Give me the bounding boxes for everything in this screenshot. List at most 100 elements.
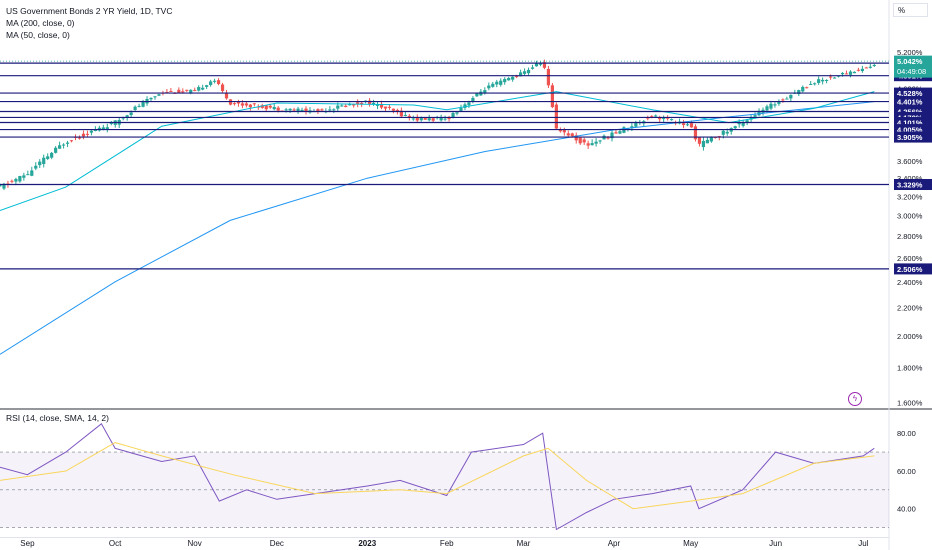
candle-body [395,109,400,112]
candle-body [50,152,54,158]
candle-body [447,117,451,120]
candle-body [316,109,320,112]
candle-body [582,139,586,143]
candle-body [801,86,805,92]
rsi-tick-label: 80.00 [897,429,916,438]
candle-body [197,87,201,91]
candle-body [487,85,491,89]
candle-body [658,117,662,120]
candle-body [383,106,388,109]
candle-body [590,143,594,146]
candle-body [367,100,372,105]
rsi-legend: RSI (14, close, SMA, 14, 2) [6,413,109,423]
candle-body [546,68,551,86]
candle-body [753,115,757,117]
countdown-label: 04:49:08 [897,67,926,76]
candle-body [387,106,392,108]
candle-body [85,133,90,135]
candle-body [630,126,634,129]
candles [0,59,876,191]
price-tick-label: 2.400% [897,278,923,287]
candle-body [578,137,582,144]
candle-body [332,109,336,111]
candle-body [205,85,209,87]
candle-body [46,156,50,159]
candle-body [2,183,6,189]
candle-body [77,137,82,139]
candle-body [534,62,539,67]
candle-body [304,108,308,112]
level-tag [894,105,932,117]
candle-body [352,104,356,106]
candle-body [153,96,157,98]
candle-body [813,83,817,85]
candle-body [185,89,189,91]
candle-body [328,109,332,111]
candle-body [252,103,256,105]
candle-body [292,109,296,111]
candle-body [467,102,471,106]
candle-body [817,79,821,83]
candle-body [201,87,205,90]
candle-body [828,76,833,78]
candle-body [530,67,535,69]
candle-body [773,104,777,106]
candle-body [507,78,511,81]
candle-body [570,133,574,137]
candle-body [69,140,74,142]
candle-body [216,80,221,85]
candle-body [149,97,153,100]
candle-body [499,80,503,85]
candle-body [22,175,26,178]
rsi-tick-label: 40.00 [897,505,916,514]
candle-body [542,62,547,68]
level-label: 2.506% [897,265,923,274]
candle-body [681,123,686,126]
candle-body [483,90,487,93]
candle-body [209,81,213,85]
candle-body [399,110,403,117]
candle-body [670,119,674,121]
candle-body [733,126,737,129]
candle-body [189,89,193,94]
candle-body [89,130,94,133]
candle-body [809,83,813,85]
candle-body [721,130,725,135]
candle-body [777,101,781,104]
candle-body [276,107,280,111]
level-tag [894,117,932,129]
candle-body [193,90,197,92]
candle-body [685,124,690,126]
time-tick-label: Jul [858,539,868,548]
level-tag [894,263,932,275]
candle-body [844,73,849,75]
candle-body [340,105,344,107]
candle-body [526,69,531,74]
time-tick-label: Mar [517,539,531,548]
candle-body [558,129,562,132]
percent-scale-toggle[interactable]: % [893,3,928,17]
candle-body [848,71,853,75]
candle-body [419,117,423,121]
candle-body [360,102,364,105]
candle-body [65,142,70,144]
candle-body [403,114,407,116]
candle-body [610,132,614,139]
candle-body [745,120,749,123]
candle-body [336,105,340,109]
level-label: 4.005% [897,126,923,135]
candle-body [268,105,272,108]
candle-body [522,71,527,74]
lightning-icon[interactable]: ϟ [848,392,862,406]
candle-body [240,103,245,106]
candle-body [451,113,455,118]
candle-body [821,79,825,82]
time-tick-label: Oct [109,539,122,548]
level-tag [894,96,932,108]
candle-body [109,122,113,124]
price-tick-label: 1.800% [897,363,923,372]
candle-body [391,108,396,111]
candle-body [586,143,590,146]
time-tick-label: Nov [187,539,201,548]
